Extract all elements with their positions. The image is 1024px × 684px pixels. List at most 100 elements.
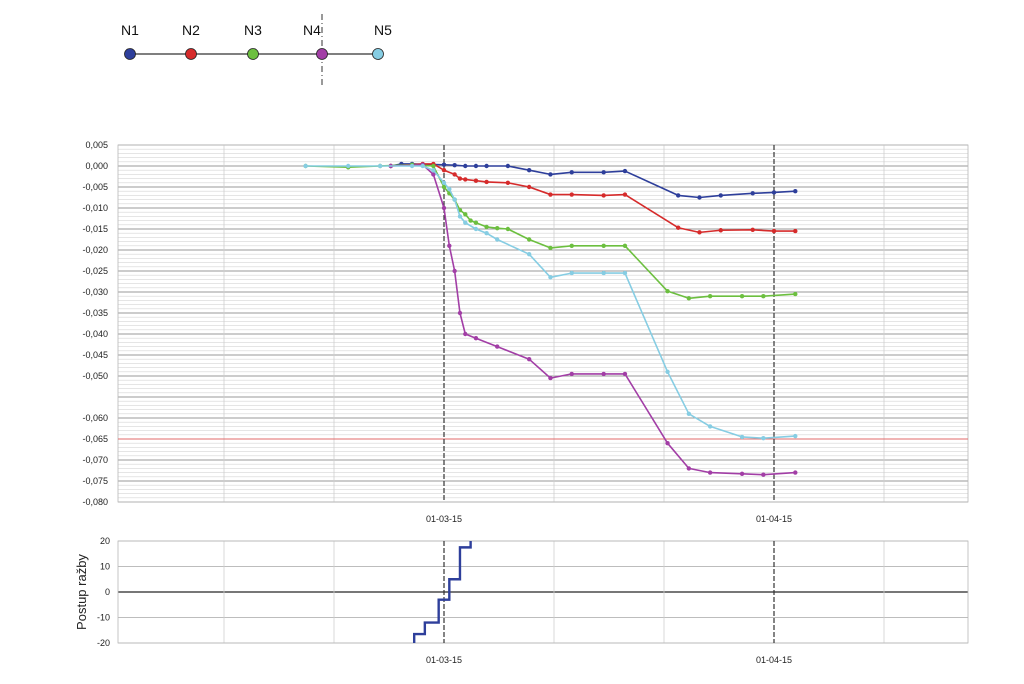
data-point-n2 bbox=[622, 192, 628, 197]
data-point-n5 bbox=[761, 435, 766, 441]
data-point-n3 bbox=[441, 184, 447, 190]
data-point-n3 bbox=[548, 245, 553, 251]
data-point-n4 bbox=[457, 310, 463, 316]
data-point-n3 bbox=[505, 226, 511, 232]
data-point-n1 bbox=[505, 163, 511, 169]
data-point-n4 bbox=[495, 344, 500, 349]
data-point-n5 bbox=[526, 252, 532, 257]
data-point-n2 bbox=[601, 193, 606, 198]
data-point-n2 bbox=[457, 176, 463, 181]
data-point-n4 bbox=[569, 371, 574, 377]
data-point-n5 bbox=[707, 424, 713, 429]
y-tick-label: -0,035 bbox=[82, 308, 108, 318]
data-point-n4 bbox=[447, 243, 452, 248]
data-point-n1 bbox=[452, 162, 457, 168]
data-point-n2 bbox=[750, 227, 755, 233]
sub-y-tick-label: 0 bbox=[105, 587, 110, 597]
data-point-n2 bbox=[463, 177, 468, 182]
data-point-n3 bbox=[622, 243, 628, 248]
data-point-n5 bbox=[463, 220, 468, 225]
data-point-n1 bbox=[569, 170, 574, 175]
y-tick-label: -0,070 bbox=[82, 455, 108, 465]
data-point-n1 bbox=[771, 190, 777, 195]
data-point-n1 bbox=[526, 168, 532, 173]
legend-node-label-n4: N4 bbox=[303, 22, 321, 38]
data-point-n1 bbox=[675, 193, 681, 198]
sub-x-tick-label: 01-03-15 bbox=[426, 655, 462, 665]
legend-node-marker-n1 bbox=[124, 48, 136, 60]
data-point-n4 bbox=[431, 172, 436, 177]
data-point-n1 bbox=[441, 162, 447, 167]
data-point-n3 bbox=[468, 218, 473, 223]
legend-node-marker-n4 bbox=[316, 48, 328, 60]
data-point-n5 bbox=[409, 163, 415, 169]
node-diagram-legend: N1 N2 N3 N4 N5 bbox=[121, 14, 392, 87]
data-point-n5 bbox=[569, 270, 574, 276]
legend-node-marker-n5 bbox=[372, 48, 384, 60]
y-tick-label: 0,000 bbox=[85, 161, 108, 171]
data-point-n4 bbox=[622, 371, 628, 377]
legend-node-label-n3: N3 bbox=[244, 22, 262, 38]
data-point-n5 bbox=[303, 163, 308, 169]
y-tick-label: -0,030 bbox=[82, 287, 108, 297]
sub-y-tick-label: -20 bbox=[97, 638, 110, 648]
data-point-n2 bbox=[441, 168, 447, 173]
y-tick-label: -0,010 bbox=[82, 203, 108, 213]
data-point-n4 bbox=[463, 331, 468, 337]
x-tick-label: 01-04-15 bbox=[756, 514, 792, 524]
data-point-n2 bbox=[526, 184, 532, 190]
data-point-n5 bbox=[622, 270, 628, 276]
y-tick-label: -0,065 bbox=[82, 434, 108, 444]
data-point-n5 bbox=[420, 163, 425, 169]
y-tick-label: -0,050 bbox=[82, 371, 108, 381]
data-point-n5 bbox=[686, 411, 692, 416]
data-point-n4 bbox=[548, 375, 553, 381]
sub-plot-frame bbox=[117, 540, 969, 644]
y-tick-label: -0,075 bbox=[82, 476, 108, 486]
data-point-n3 bbox=[665, 288, 670, 294]
data-point-n1 bbox=[697, 195, 702, 200]
data-point-n3 bbox=[526, 237, 532, 242]
y-tick-label: -0,015 bbox=[82, 224, 108, 234]
data-point-n1 bbox=[622, 168, 628, 174]
data-point-n3 bbox=[569, 243, 574, 248]
data-point-n3 bbox=[484, 224, 489, 230]
data-point-n3 bbox=[739, 294, 745, 299]
data-point-n5 bbox=[548, 275, 553, 280]
data-point-n5 bbox=[441, 180, 447, 185]
y-tick-label: -0,025 bbox=[82, 266, 108, 276]
data-point-n5 bbox=[377, 163, 383, 169]
data-point-n4 bbox=[686, 466, 692, 471]
x-tick-label: 01-03-15 bbox=[426, 514, 462, 524]
data-point-n2 bbox=[569, 192, 574, 197]
data-point-n5 bbox=[473, 226, 479, 232]
plot-frame bbox=[117, 144, 969, 503]
data-point-n5 bbox=[665, 369, 670, 374]
data-point-n3 bbox=[473, 220, 479, 225]
data-point-n1 bbox=[484, 163, 489, 169]
data-point-n1 bbox=[793, 189, 798, 194]
data-point-n4 bbox=[665, 441, 670, 446]
data-point-n5 bbox=[431, 168, 436, 173]
data-point-n4 bbox=[452, 268, 457, 274]
y-tick-label: -0,005 bbox=[82, 182, 108, 192]
y-tick-label: -0,080 bbox=[82, 497, 108, 507]
y-tick-label: -0,045 bbox=[82, 350, 108, 360]
y-tick-label: 0,005 bbox=[85, 140, 108, 150]
data-point-n5 bbox=[447, 186, 452, 192]
data-point-n2 bbox=[452, 172, 457, 177]
data-point-n2 bbox=[473, 178, 479, 183]
data-point-n3 bbox=[601, 243, 606, 248]
legend-node-marker-n3 bbox=[247, 48, 259, 60]
data-point-n2 bbox=[505, 180, 511, 185]
data-point-n3 bbox=[707, 294, 713, 299]
data-point-n4 bbox=[473, 336, 479, 341]
data-point-n4 bbox=[739, 471, 745, 477]
data-point-n1 bbox=[473, 163, 479, 169]
data-point-n2 bbox=[771, 228, 777, 234]
data-point-n4 bbox=[761, 472, 766, 477]
data-point-n4 bbox=[793, 470, 798, 475]
legend-node-label-n5: N5 bbox=[374, 22, 392, 38]
data-point-n4 bbox=[441, 205, 447, 211]
data-point-n5 bbox=[601, 270, 606, 276]
